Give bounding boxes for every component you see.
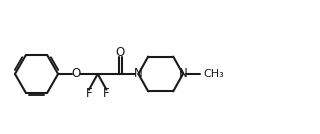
Text: O: O [72,67,81,80]
Text: O: O [116,46,125,59]
Text: N: N [179,67,187,80]
Text: N: N [134,67,143,80]
Text: CH₃: CH₃ [204,69,225,79]
Text: F: F [86,87,92,100]
Text: F: F [103,87,110,100]
